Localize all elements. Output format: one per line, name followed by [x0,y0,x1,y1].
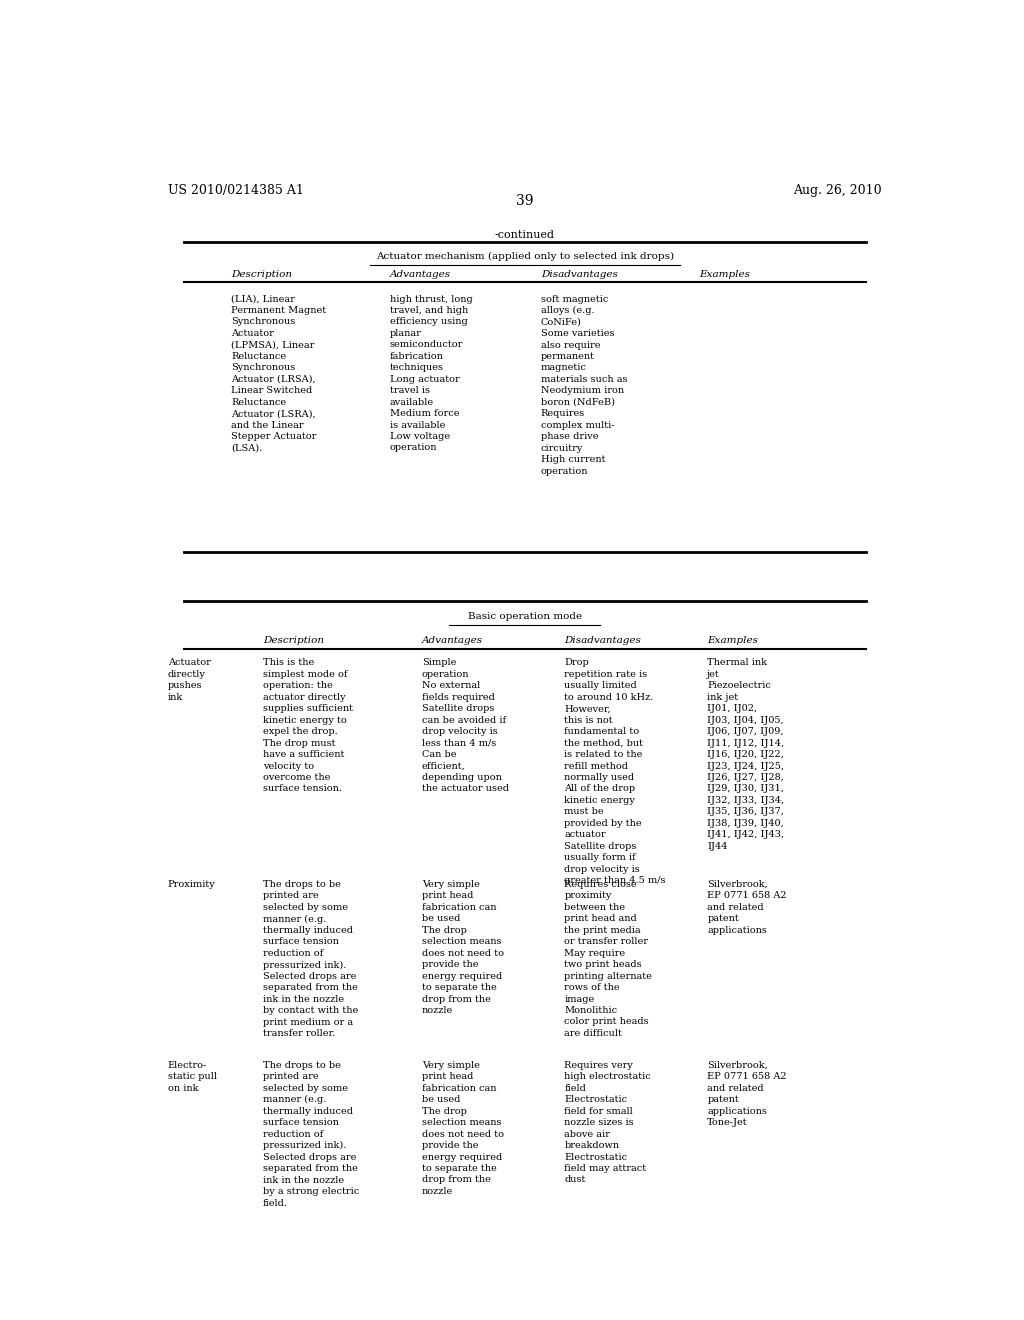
Text: Aug. 26, 2010: Aug. 26, 2010 [794,183,882,197]
Text: Simple
operation
No external
fields required
Satellite drops
can be avoided if
d: Simple operation No external fields requ… [422,659,509,793]
Text: US 2010/0214385 A1: US 2010/0214385 A1 [168,183,303,197]
Text: Drop
repetition rate is
usually limited
to around 10 kHz.
However,
this is not
f: Drop repetition rate is usually limited … [564,659,666,884]
Text: Advantages: Advantages [390,271,451,280]
Text: 39: 39 [516,194,534,209]
Text: Examples: Examples [708,636,759,645]
Text: -continued: -continued [495,230,555,239]
Text: Silverbrook,
EP 0771 658 A2
and related
patent
applications
Tone-Jet: Silverbrook, EP 0771 658 A2 and related … [708,1061,787,1127]
Text: soft magnetic
alloys (e.g.
CoNiFe)
Some varieties
also require
permanent
magneti: soft magnetic alloys (e.g. CoNiFe) Some … [541,294,627,475]
Text: Description: Description [231,271,292,280]
Text: Description: Description [263,636,324,645]
Text: Actuator mechanism (applied only to selected ink drops): Actuator mechanism (applied only to sele… [376,252,674,261]
Text: This is the
simplest mode of
operation: the
actuator directly
supplies sufficien: This is the simplest mode of operation: … [263,659,353,793]
Text: Requires close
proximity
between the
print head and
the print media
or transfer : Requires close proximity between the pri… [564,880,652,1038]
Text: Electro-
static pull
on ink: Electro- static pull on ink [168,1061,217,1093]
Text: Proximity: Proximity [168,880,215,890]
Text: Thermal ink
jet
Piezoelectric
ink jet
IJ01, IJ02,
IJ03, IJ04, IJ05,
IJ06, IJ07, : Thermal ink jet Piezoelectric ink jet IJ… [708,659,784,850]
Text: Very simple
print head
fabrication can
be used
The drop
selection means
does not: Very simple print head fabrication can b… [422,880,504,1015]
Text: Silverbrook,
EP 0771 658 A2
and related
patent
applications: Silverbrook, EP 0771 658 A2 and related … [708,880,787,935]
Text: The drops to be
printed are
selected by some
manner (e.g.
thermally induced
surf: The drops to be printed are selected by … [263,1061,359,1208]
Text: high thrust, long
travel, and high
efficiency using
planar
semiconductor
fabrica: high thrust, long travel, and high effic… [390,294,473,453]
Text: Very simple
print head
fabrication can
be used
The drop
selection means
does not: Very simple print head fabrication can b… [422,1061,504,1196]
Text: Basic operation mode: Basic operation mode [468,611,582,620]
Text: Disadvantages: Disadvantages [564,636,641,645]
Text: Examples: Examples [699,271,751,280]
Text: (LIA), Linear
Permanent Magnet
Synchronous
Actuator
(LPMSA), Linear
Reluctance
S: (LIA), Linear Permanent Magnet Synchrono… [231,294,327,453]
Text: Advantages: Advantages [422,636,482,645]
Text: Disadvantages: Disadvantages [541,271,617,280]
Text: Requires very
high electrostatic
field
Electrostatic
field for small
nozzle size: Requires very high electrostatic field E… [564,1061,651,1184]
Text: Actuator
directly
pushes
ink: Actuator directly pushes ink [168,659,211,702]
Text: The drops to be
printed are
selected by some
manner (e.g.
thermally induced
surf: The drops to be printed are selected by … [263,880,358,1039]
